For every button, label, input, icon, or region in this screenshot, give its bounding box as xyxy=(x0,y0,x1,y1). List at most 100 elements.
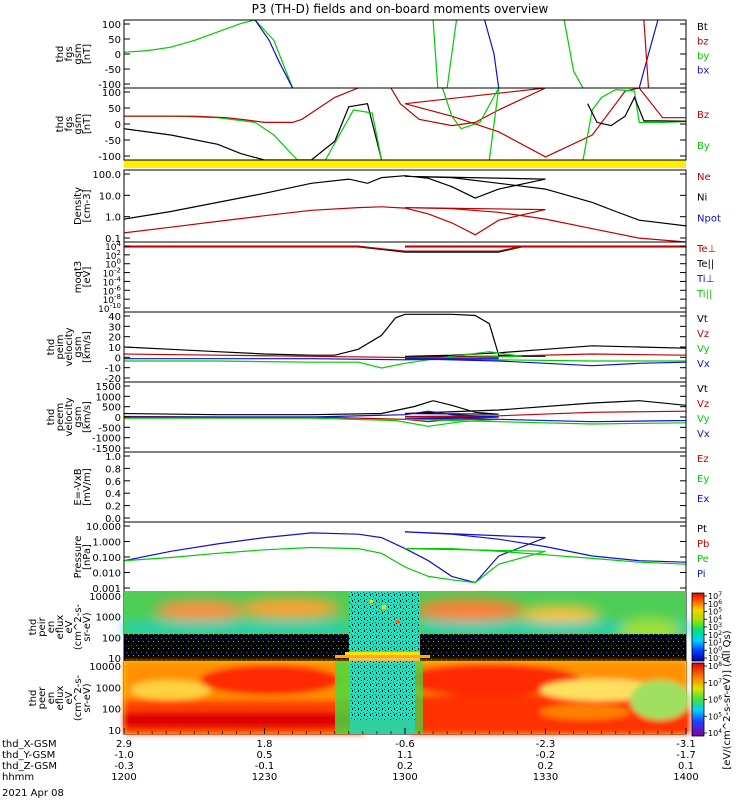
panel-peir-en-eflux: 10000 1000 100 10 thdpeirenefluxeV(cm^2-s-sr… xyxy=(28,591,687,665)
y-tick-label: 0.2 xyxy=(105,502,121,513)
svg-text:eflux: eflux xyxy=(55,615,66,640)
series-by-4 xyxy=(563,20,584,88)
y-tick-label: 40 xyxy=(108,312,121,323)
x-axis: thd_X-GSMthd_Y-GSMthd_Z-GSMhhmm2.9-1.0-0… xyxy=(2,728,699,783)
series-Vx-3 xyxy=(124,410,686,423)
series-green-6 xyxy=(582,88,686,160)
legend-Pt: Pt xyxy=(697,524,707,535)
legend-Ni: Ni xyxy=(697,193,707,204)
colorbar-electron xyxy=(691,662,705,737)
y-axis-label: E=-VxB[mV/m] xyxy=(73,468,93,506)
y-tick-label: 10 xyxy=(108,726,121,737)
y-tick-label: 0 xyxy=(115,50,121,61)
y-tick-label: -500 xyxy=(98,423,121,434)
series-Ni-0 xyxy=(124,175,686,227)
y-tick-label: -100 xyxy=(98,152,121,163)
panel-temperature: 10410210010-210-410-610-810-10moqt3[eV]T… xyxy=(73,240,716,315)
colorbars: 10710610510410310210110010-1108107106105… xyxy=(691,591,733,770)
svg-text:[nT]: [nT] xyxy=(82,44,93,64)
x-tick-label: 1.8 xyxy=(257,739,273,750)
x-tick-label: 0.5 xyxy=(257,750,273,761)
colorbar-tick: 100 xyxy=(708,645,722,655)
panels: 100500-50-100thdfgsgsm[nT]Btbzbybx100500… xyxy=(28,19,721,737)
x-tick-label: 1200 xyxy=(111,772,136,783)
y-tick-label: -1500 xyxy=(92,444,121,455)
svg-text:E=-VxB: E=-VxB xyxy=(73,468,84,505)
x-row-label: hhmm xyxy=(2,772,34,783)
series-Vy-2 xyxy=(124,417,686,427)
svg-text:eV: eV xyxy=(64,691,75,704)
x-tick-label: -0.2 xyxy=(536,750,556,761)
x-tick-label: -0.6 xyxy=(395,739,415,750)
svg-text:[km/s]: [km/s] xyxy=(82,331,93,363)
legend-By: By xyxy=(697,141,710,152)
svg-text:gsm: gsm xyxy=(73,43,84,64)
colorbar-tick: 106 xyxy=(708,599,722,609)
colorbar-tick: 104 xyxy=(708,728,722,738)
y-tick-label: 10000 xyxy=(89,592,121,603)
svg-text:(cm^2-s-: (cm^2-s- xyxy=(73,674,84,721)
series-green-1 xyxy=(124,109,383,160)
y-tick-label: 0 xyxy=(115,353,121,364)
y-tick-label: 30 xyxy=(108,322,121,333)
colorbar-tick: 102 xyxy=(708,630,722,640)
series-by-0 xyxy=(124,20,294,88)
colorbar-tick: 105 xyxy=(708,607,722,617)
svg-text:sr-eV): sr-eV) xyxy=(82,683,93,712)
y-tick-label: 100 xyxy=(102,20,121,31)
legend-Bt: Bt xyxy=(697,22,708,33)
svg-text:eV: eV xyxy=(64,620,75,633)
date-label: 2021 Apr 08 xyxy=(2,788,64,799)
x-tick-label: 0.1 xyxy=(678,761,694,772)
y-tick-label: 50 xyxy=(108,35,121,46)
y-tick-label: -100 xyxy=(98,80,121,91)
svg-text:[cm-3]: [cm-3] xyxy=(82,189,93,222)
legend-Vz: Vz xyxy=(697,399,709,410)
colorbar-tick: 101 xyxy=(708,638,722,648)
series-bx-3 xyxy=(484,20,500,88)
series-green-5 xyxy=(488,88,500,160)
x-row-label: thd_Z-GSM xyxy=(2,761,57,772)
svg-text:gsm: gsm xyxy=(73,406,84,427)
y-tick-label: 0.001 xyxy=(92,584,121,595)
y-tick-label: 500 xyxy=(102,403,121,414)
svg-text:thd: thd xyxy=(55,116,66,133)
legend-Pe: Pe xyxy=(697,554,709,565)
y-tick-label: 10.0 xyxy=(99,191,121,202)
legend-Pb: Pb xyxy=(697,539,709,550)
series-red-2 xyxy=(124,88,359,124)
colorbar-tick: 106 xyxy=(708,695,722,705)
legend-Npot: Npot xyxy=(697,213,721,224)
series-by-2 xyxy=(432,20,458,88)
svg-text:peim: peim xyxy=(55,334,66,359)
svg-text:thd: thd xyxy=(28,619,39,636)
x-tick-label: 1300 xyxy=(392,772,417,783)
svg-text:fgs: fgs xyxy=(64,116,75,131)
y-tick-label: 0.8 xyxy=(105,464,121,475)
series-bz-6 xyxy=(643,20,650,88)
y-tick-label: 10 xyxy=(108,343,121,354)
series-green-4 xyxy=(441,88,500,130)
legend-Vt: Vt xyxy=(697,384,708,395)
legend-Vz: Vz xyxy=(697,329,709,340)
legend-Vt: Vt xyxy=(697,314,708,325)
x-tick-label: -0.1 xyxy=(255,761,275,772)
svg-text:en: en xyxy=(46,692,57,705)
electron-energy-spectrogram xyxy=(124,661,690,734)
svg-text:Density: Density xyxy=(73,187,84,225)
legend-by: by xyxy=(697,51,709,62)
y-tick-label: 0.1 xyxy=(105,234,121,245)
legend-Vy: Vy xyxy=(697,344,710,355)
y-tick-label: 1000 xyxy=(96,683,121,694)
y-tick-label: 1.000 xyxy=(92,538,121,549)
colorbar-ion xyxy=(691,592,705,662)
series-Ne-1 xyxy=(124,206,686,242)
series-Vy-2 xyxy=(124,351,686,369)
legend-Ex: Ex xyxy=(697,494,709,505)
x-tick-label: 1230 xyxy=(252,772,277,783)
y-tick-label: -20 xyxy=(105,374,121,385)
legend-Vx: Vx xyxy=(697,429,710,440)
